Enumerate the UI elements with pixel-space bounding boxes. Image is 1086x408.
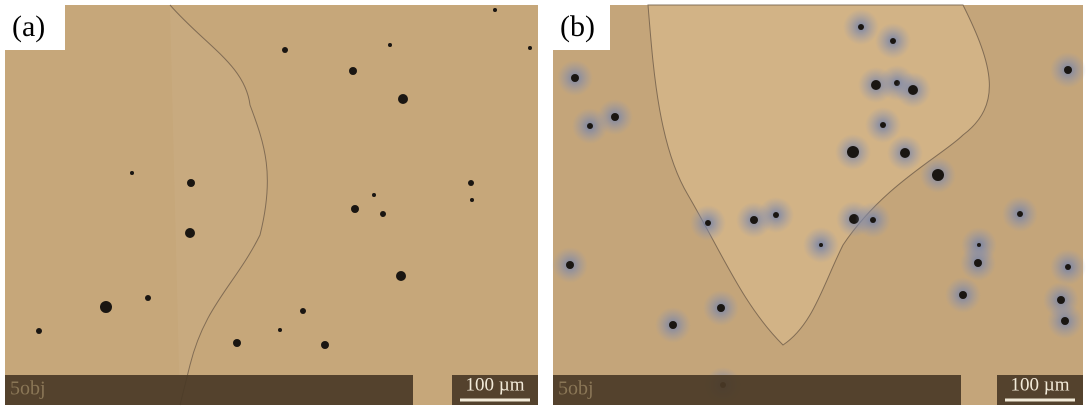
caption-bar — [5, 375, 413, 405]
pore-spot — [890, 38, 896, 44]
pore-spot — [100, 301, 112, 313]
page: (a)5obj100 µm(b)5obj100 µm (() => { cons… — [0, 0, 1086, 408]
panel-label: (b) — [560, 10, 595, 43]
caption-text: 5obj — [10, 378, 46, 400]
pore-spot — [750, 216, 758, 224]
micrograph-background — [5, 5, 538, 405]
pore-spot — [493, 8, 497, 12]
caption-bar — [553, 375, 961, 405]
pore-spot — [773, 212, 779, 218]
pore-spot — [282, 47, 288, 53]
scale-text: 100 µm — [466, 374, 525, 395]
pore-spot — [468, 180, 474, 186]
pore-spot — [321, 341, 329, 349]
pore-spot — [908, 85, 918, 95]
pore-spot — [870, 217, 876, 223]
pore-spot — [705, 220, 711, 226]
pore-spot — [1064, 66, 1072, 74]
scale-text: 100 µm — [1011, 374, 1070, 395]
pore-spot — [932, 169, 944, 181]
pore-spot — [974, 259, 982, 267]
pore-spot — [880, 122, 886, 128]
pore-spot — [959, 291, 967, 299]
pore-spot — [847, 146, 859, 158]
pore-spot — [300, 308, 306, 314]
pore-spot — [669, 321, 677, 329]
panel-label: (a) — [12, 10, 45, 43]
pore-spot — [185, 228, 195, 238]
pore-spot — [372, 193, 376, 197]
pore-spot — [145, 295, 151, 301]
pore-spot — [349, 67, 357, 75]
pore-spot — [1057, 296, 1065, 304]
pore-spot — [858, 24, 864, 30]
pore-spot — [571, 74, 579, 82]
pore-spot — [528, 46, 532, 50]
pore-spot — [1065, 264, 1071, 270]
pore-spot — [233, 339, 241, 347]
pore-spot — [1017, 211, 1023, 217]
pore-spot — [900, 148, 910, 158]
micrograph-panel: (a) 5obj 100 µm — [5, 5, 538, 405]
pore-spot — [380, 211, 386, 217]
caption-text: 5obj — [558, 378, 594, 400]
pore-spot — [351, 205, 359, 213]
figure: (a) 5obj 100 µm (b) 5obj 100 µm — [0, 0, 1086, 408]
pore-spot — [278, 328, 282, 332]
pore-spot — [566, 261, 574, 269]
pore-spot — [587, 123, 593, 129]
pore-spot — [187, 179, 195, 187]
pore-spot — [398, 94, 408, 104]
pore-spot — [36, 328, 42, 334]
pore-spot — [470, 198, 474, 202]
pore-spot — [388, 43, 392, 47]
pore-spot — [819, 243, 823, 247]
pore-spot — [396, 271, 406, 281]
pore-spot — [1061, 317, 1069, 325]
pore-spot — [611, 113, 619, 121]
micrograph-panel: (b) 5obj 100 µm — [552, 5, 1086, 405]
pore-spot — [130, 171, 134, 175]
pore-spot — [717, 304, 725, 312]
